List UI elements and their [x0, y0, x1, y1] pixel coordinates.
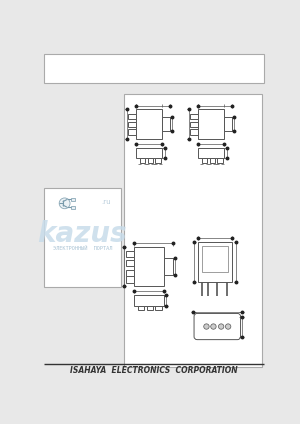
Bar [190, 129, 198, 135]
Bar [138, 306, 145, 310]
Bar [224, 117, 232, 131]
Bar [148, 158, 153, 162]
Circle shape [204, 324, 209, 329]
Bar [134, 247, 164, 286]
Bar [190, 114, 198, 120]
Bar [217, 158, 223, 162]
Circle shape [59, 198, 70, 209]
Bar [44, 54, 264, 83]
Bar [126, 251, 134, 257]
Bar [198, 148, 224, 158]
Bar [190, 122, 198, 127]
Bar [198, 242, 232, 282]
Bar [147, 306, 153, 310]
Bar [44, 188, 121, 287]
Bar [126, 276, 134, 283]
Bar [71, 206, 75, 209]
Circle shape [218, 324, 224, 329]
Bar [140, 158, 145, 162]
Circle shape [225, 324, 231, 329]
Bar [210, 158, 215, 162]
Circle shape [211, 324, 216, 329]
Bar [128, 114, 136, 120]
Bar [162, 117, 170, 131]
Text: ISAHAYA  ELECTRONICS  CORPORATION: ISAHAYA ELECTRONICS CORPORATION [70, 366, 238, 375]
Bar [155, 306, 161, 310]
Bar [126, 270, 134, 276]
Bar [71, 198, 75, 201]
Text: .ru: .ru [101, 199, 111, 205]
Bar [124, 94, 262, 367]
Bar [134, 295, 164, 306]
Text: kazus: kazus [38, 220, 127, 248]
Bar [198, 109, 224, 139]
Bar [155, 158, 161, 162]
Bar [202, 245, 228, 272]
Bar [164, 258, 173, 275]
Bar [202, 158, 207, 162]
FancyBboxPatch shape [194, 313, 241, 340]
Text: ЭЛЕКТРОННЫЙ  ПОРТАЛ: ЭЛЕКТРОННЫЙ ПОРТАЛ [53, 245, 112, 251]
Bar [136, 109, 162, 139]
Bar [136, 148, 162, 158]
Bar [128, 122, 136, 127]
Bar [126, 260, 134, 266]
Bar [128, 129, 136, 135]
